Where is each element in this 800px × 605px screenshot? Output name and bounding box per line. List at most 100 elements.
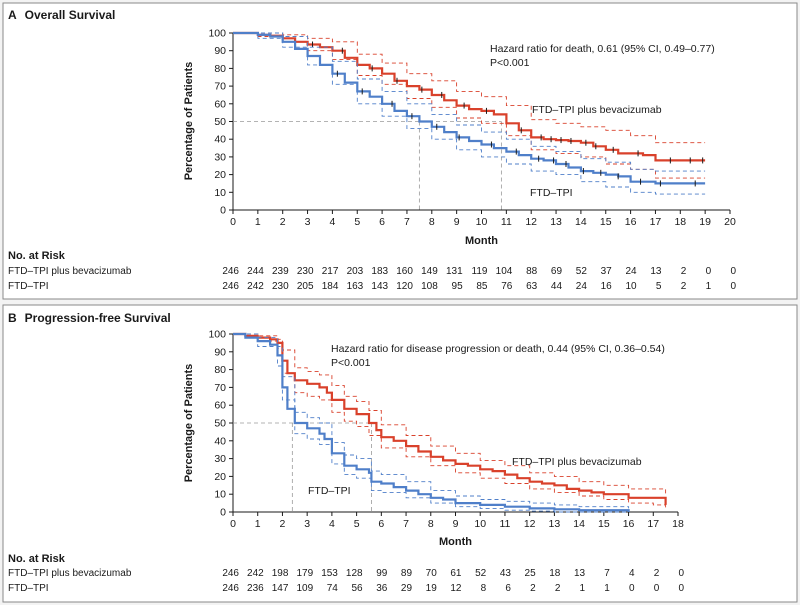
risk-cell: 183: [371, 266, 388, 277]
x-tick-label: 19: [699, 216, 711, 228]
y-tick-label: 30: [214, 151, 226, 163]
ci-upper-line: [233, 32, 706, 144]
risk-cell: 0: [629, 583, 635, 594]
survival-curve: [233, 332, 630, 512]
risk-cell: 85: [476, 281, 488, 292]
y-tick-label: 10: [214, 489, 226, 501]
panel-b: B Progression-free Survival01020304050607…: [2, 304, 798, 603]
panel-a: A Overall Survival01020304050607080901000…: [2, 2, 798, 300]
risk-cell: 76: [501, 281, 513, 292]
y-axis-label: Percentage of Patients: [183, 62, 195, 181]
y-tick-label: 20: [214, 471, 226, 483]
hazard-ratio-text: Hazard ratio for death, 0.61 (95% CI, 0.…: [490, 43, 715, 55]
y-tick-label: 100: [208, 329, 226, 341]
risk-cell: 95: [452, 281, 464, 292]
risk-cell: 246: [222, 583, 239, 594]
risk-cell: 2: [654, 568, 660, 579]
risk-cell: 203: [347, 266, 364, 277]
risk-cell: 0: [678, 568, 684, 579]
risk-cell: 236: [247, 583, 264, 594]
x-tick-label: 16: [625, 216, 637, 228]
y-tick-label: 40: [214, 134, 226, 146]
risk-cell: 29: [401, 583, 413, 594]
x-tick-label: 10: [474, 518, 486, 530]
x-tick-label: 4: [329, 216, 335, 228]
x-tick-label: 1: [255, 518, 261, 530]
y-tick-label: 80: [214, 364, 226, 376]
series-ftd-tpi: FTD–TPI: [233, 31, 706, 199]
x-tick-label: 13: [550, 216, 562, 228]
risk-cell: 0: [654, 583, 660, 594]
x-tick-label: 18: [672, 518, 684, 530]
risk-cell: 0: [730, 266, 736, 277]
risk-cell: 52: [475, 568, 487, 579]
panel-name: Progression-free Survival: [25, 311, 171, 325]
risk-cell: 1: [706, 281, 712, 292]
panel-frame: [2, 304, 798, 603]
risk-cell: 43: [500, 568, 512, 579]
risk-cell: 242: [247, 281, 264, 292]
x-tick-label: 20: [724, 216, 736, 228]
risk-cell: 69: [551, 266, 563, 277]
risk-cell: 4: [629, 568, 635, 579]
series-ftd-tpi: FTD–TPI: [233, 332, 630, 513]
risk-cell: 88: [526, 266, 538, 277]
risk-cell: 6: [505, 583, 511, 594]
p-value-text: P<0.001: [490, 57, 530, 69]
p-value-text: P<0.001: [331, 357, 371, 369]
y-tick-label: 100: [208, 28, 226, 40]
risk-cell: 120: [396, 281, 413, 292]
risk-cell: 24: [576, 281, 588, 292]
y-tick-label: 70: [214, 382, 226, 394]
y-tick-label: 50: [214, 116, 226, 128]
x-tick-label: 6: [378, 518, 384, 530]
y-tick-label: 30: [214, 453, 226, 465]
risk-cell: 2: [530, 583, 536, 594]
risk-row-label: FTD–TPI plus bevacizumab: [8, 266, 132, 277]
risk-row-label: FTD–TPI plus bevacizumab: [8, 568, 132, 579]
panel-title: B Progression-free Survival: [8, 311, 171, 325]
risk-cell: 70: [426, 568, 438, 579]
risk-cell: 246: [222, 266, 239, 277]
panel-letter: B: [8, 311, 17, 325]
ci-upper-line: [233, 32, 706, 172]
risk-cell: 160: [396, 266, 413, 277]
risk-cell: 246: [222, 568, 239, 579]
risk-cell: 13: [650, 266, 662, 277]
risk-cell: 61: [450, 568, 462, 579]
risk-cell: 239: [272, 266, 289, 277]
risk-cell: 1: [604, 583, 610, 594]
x-tick-label: 12: [524, 518, 536, 530]
risk-cell: 246: [222, 281, 239, 292]
y-tick-label: 40: [214, 435, 226, 447]
risk-cell: 99: [376, 568, 388, 579]
risk-row-label: FTD–TPI: [8, 583, 49, 594]
x-tick-label: 0: [230, 518, 236, 530]
risk-cell: 2: [681, 266, 687, 277]
risk-cell: 242: [247, 568, 264, 579]
x-tick-label: 9: [453, 518, 459, 530]
risk-cell: 89: [401, 568, 413, 579]
x-tick-label: 15: [598, 518, 610, 530]
series-label: FTD–TPI plus bevacizumab: [532, 104, 662, 116]
risk-cell: 25: [525, 568, 537, 579]
risk-cell: 13: [574, 568, 586, 579]
risk-cell: 244: [247, 266, 264, 277]
risk-cell: 230: [297, 266, 314, 277]
risk-cell: 163: [347, 281, 364, 292]
panel-name: Overall Survival: [25, 8, 116, 22]
survival-curve: [233, 31, 706, 162]
risk-cell: 5: [656, 281, 662, 292]
risk-cell: 52: [576, 266, 588, 277]
x-tick-label: 9: [454, 216, 460, 228]
x-tick-label: 3: [304, 518, 310, 530]
ci-lower-line: [233, 32, 706, 195]
risk-table-heading: No. at Risk: [8, 250, 66, 262]
risk-cell: 198: [272, 568, 289, 579]
risk-cell: 149: [421, 266, 438, 277]
y-tick-label: 0: [220, 507, 226, 519]
x-tick-label: 8: [429, 216, 435, 228]
x-tick-label: 17: [650, 216, 662, 228]
survival-curve: [233, 332, 667, 505]
